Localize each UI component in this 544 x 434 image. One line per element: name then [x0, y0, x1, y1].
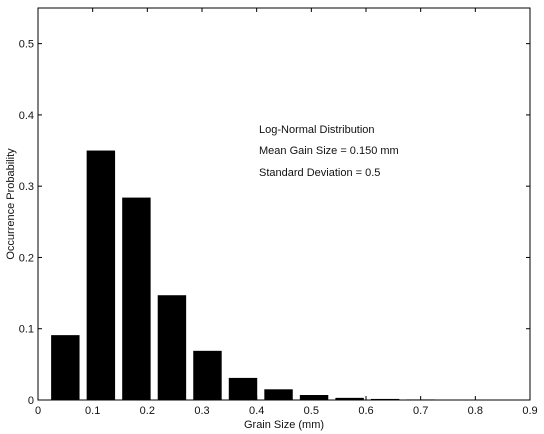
bar-6: [264, 389, 293, 400]
y-tick-label-2: 0.2: [19, 252, 34, 264]
x-tick-label-2: 0.2: [140, 405, 155, 417]
annotation-mean: Mean Gain Size = 0.150 mm: [259, 145, 399, 157]
x-tick-label-8: 0.8: [468, 405, 483, 417]
x-tick-label-0: 0: [35, 405, 41, 417]
x-tick-label-1: 0.1: [85, 405, 100, 417]
y-axis-title: Occurrence Probability: [5, 148, 17, 260]
bar-3: [157, 295, 187, 400]
annotation-std-dev: Standard Deviation = 0.5: [259, 167, 380, 179]
annotation-distribution: Log-Normal Distribution: [259, 124, 375, 136]
bar-9: [370, 398, 400, 400]
bar-4: [193, 350, 222, 400]
plot-frame: [37, 7, 531, 401]
x-tick-label-9: 0.9: [522, 405, 537, 417]
y-tick-label-1: 0.1: [19, 324, 34, 336]
bar-11: [441, 399, 471, 401]
x-tick-label-4: 0.4: [249, 405, 264, 417]
x-tick-label-6: 0.6: [358, 405, 373, 417]
y-tick-label-3: 0.3: [19, 181, 34, 193]
bar-0: [51, 335, 80, 400]
x-axis-ticks: 0 0.1 0.2 0.3 0.4 0.5 0.6 0.7 0.8 0.9: [35, 8, 538, 417]
bar-2: [122, 197, 151, 400]
y-tick-label-4: 0.4: [19, 110, 34, 122]
bar-7: [299, 395, 329, 400]
bar-12: [477, 399, 506, 401]
x-tick-label-7: 0.7: [413, 405, 428, 417]
bar-1: [86, 150, 116, 400]
y-tick-label-0: 0: [28, 395, 34, 407]
x-axis-title: Grain Size (mm): [244, 419, 324, 431]
bar-8: [335, 397, 364, 400]
x-tick-label-5: 0.5: [304, 405, 319, 417]
x-tick-label-3: 0.3: [194, 405, 209, 417]
y-tick-label-5: 0.5: [19, 39, 34, 51]
bars-group: [51, 150, 506, 401]
bar-5: [228, 377, 258, 400]
y-axis-ticks: 0 0.1 0.2 0.3 0.4 0.5: [19, 39, 530, 407]
